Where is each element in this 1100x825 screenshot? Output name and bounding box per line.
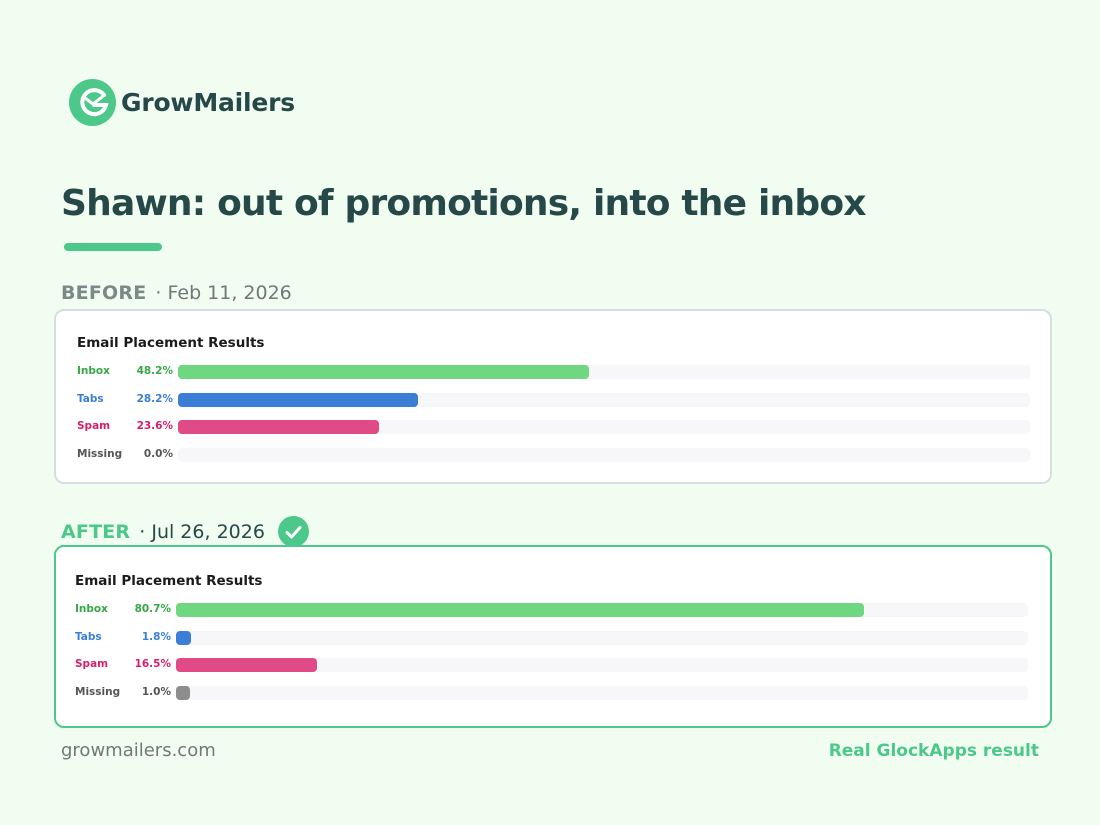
bar-value-label: 28.2% xyxy=(136,392,173,405)
bar-value-label: 80.7% xyxy=(134,603,171,615)
bar-category-label: Spam xyxy=(77,420,111,432)
bar-track xyxy=(178,392,1030,407)
before-bar-row-inbox: Inbox 48.2% xyxy=(77,364,1037,380)
bar-track xyxy=(178,447,1030,462)
bar-track xyxy=(178,365,1030,379)
after-chart-title: Email Placement Results xyxy=(75,573,263,589)
bar-category-label: Missing xyxy=(75,685,121,698)
bar-value-label: 23.6% xyxy=(136,420,173,432)
bar-track xyxy=(176,603,1028,617)
bar-spam xyxy=(178,420,379,434)
footer-site: growmailers.com xyxy=(61,740,216,761)
bar-spam xyxy=(176,658,317,672)
bar-category-label: Missing xyxy=(77,447,123,460)
bar-missing xyxy=(176,685,190,700)
brand-logo: GrowMailers xyxy=(69,79,295,126)
bar-value-label: 48.2% xyxy=(136,365,173,377)
after-results-card: Email Placement Results Inbox 80.7% Tabs 1.… xyxy=(54,545,1052,728)
footer-note: Real GlockApps result xyxy=(828,741,1039,761)
check-circle-icon xyxy=(277,516,309,547)
after-label: AFTER · Jul 26, 2026 xyxy=(61,516,309,547)
bar-tabs xyxy=(178,392,418,407)
bar-category-label: Inbox xyxy=(75,603,108,615)
before-bar-row-missing: Missing 0.0% xyxy=(77,447,1037,463)
after-bar-row-spam: Spam 16.5% xyxy=(75,657,1035,673)
growmailers-logo-icon xyxy=(69,79,116,126)
before-tag: BEFORE xyxy=(61,282,147,304)
before-bar-row-tabs: Tabs 28.2% xyxy=(77,392,1037,408)
before-results-card: Email Placement Results Inbox 48.2% Tabs 28… xyxy=(54,309,1052,484)
brand-name: GrowMailers xyxy=(121,88,295,117)
bar-inbox xyxy=(176,603,864,617)
bar-value-label: 1.0% xyxy=(141,685,171,698)
after-bar-row-missing: Missing 1.0% xyxy=(75,685,1035,701)
bar-category-label: Tabs xyxy=(75,630,102,643)
before-date: · Feb 11, 2026 xyxy=(155,282,292,304)
bar-value-label: 0.0% xyxy=(143,447,173,460)
bar-track xyxy=(178,420,1030,434)
bar-track xyxy=(176,685,1028,700)
page-title: Shawn: out of promotions, into the inbox xyxy=(61,183,866,224)
after-bar-row-inbox: Inbox 80.7% xyxy=(75,602,1035,618)
after-date: · Jul 26, 2026 xyxy=(139,520,265,543)
title-underline xyxy=(64,243,162,251)
bar-category-label: Inbox xyxy=(77,365,110,377)
bar-value-label: 1.8% xyxy=(141,630,171,643)
bar-track xyxy=(176,630,1028,645)
bar-inbox xyxy=(178,365,589,379)
bar-track xyxy=(176,658,1028,672)
bar-category-label: Tabs xyxy=(77,392,104,405)
bar-category-label: Spam xyxy=(75,658,109,670)
bar-tabs xyxy=(176,630,191,645)
bar-value-label: 16.5% xyxy=(134,658,171,670)
before-chart-title: Email Placement Results xyxy=(77,335,265,351)
before-label: BEFORE · Feb 11, 2026 xyxy=(61,282,292,304)
after-bar-row-tabs: Tabs 1.8% xyxy=(75,630,1035,646)
before-bar-row-spam: Spam 23.6% xyxy=(77,419,1037,435)
after-tag: AFTER xyxy=(61,520,131,543)
